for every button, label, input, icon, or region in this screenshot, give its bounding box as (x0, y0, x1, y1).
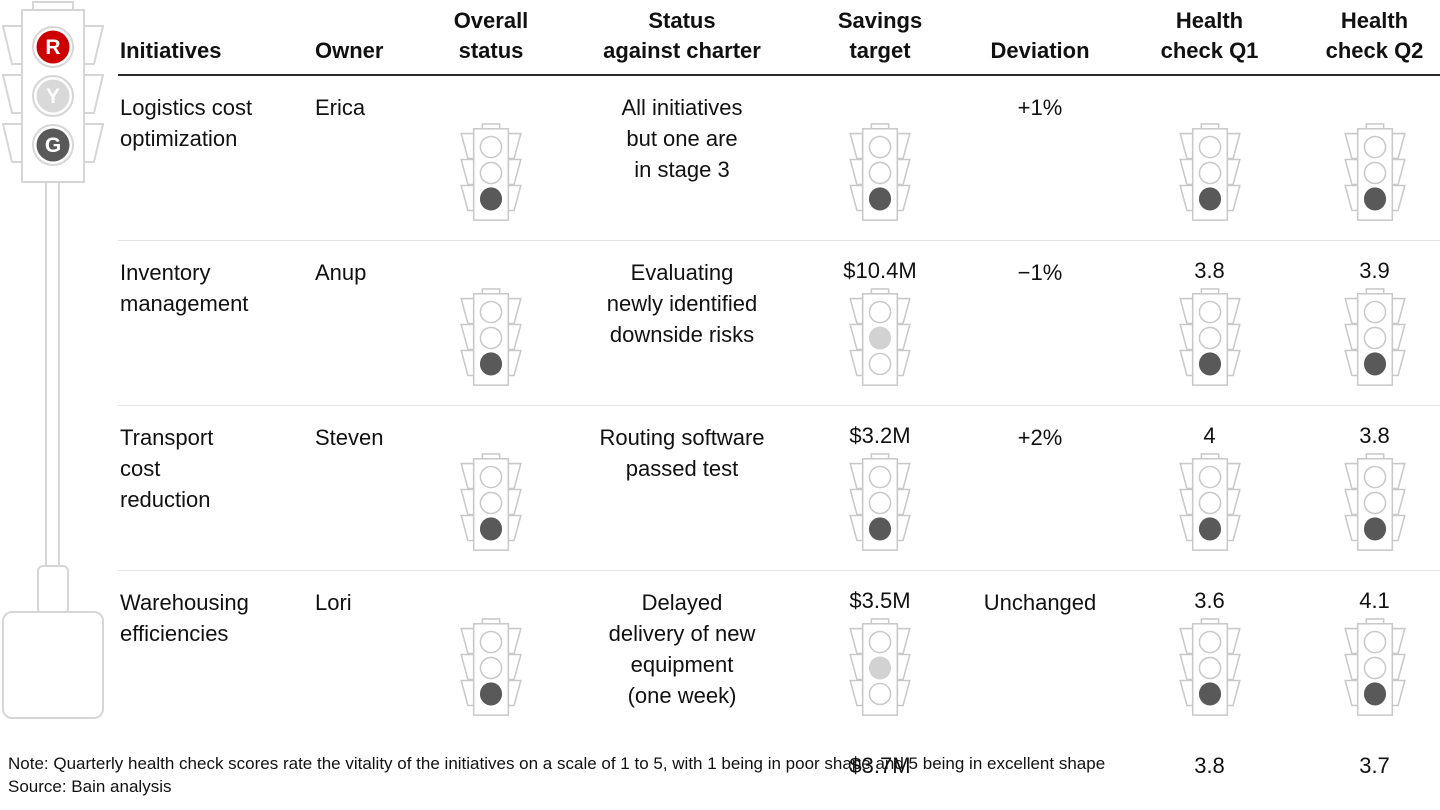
legend-letter-y: Y (46, 85, 60, 108)
table-body: Logistics cost optimization Erica All in… (118, 76, 1440, 777)
status-against-charter-text: All initiatives but one are in stage 3 (621, 95, 743, 182)
traffic-light-icon (1309, 618, 1440, 718)
health-q2-score: 3.8 (1359, 423, 1390, 448)
savings-target-value: $3.2M (849, 423, 911, 448)
savings-target-cell: $10.4M (806, 76, 954, 313)
initiatives-status-table: Initiatives Owner Overall status Status … (118, 0, 1440, 777)
deviation-value: +2% (1017, 425, 1063, 450)
initiative-label: Logistics cost optimization (120, 95, 253, 151)
table-header-row: Initiatives Owner Overall status Status … (118, 0, 1440, 76)
status-against-charter-text: Routing software passed test (599, 425, 765, 481)
savings-target-value: $3.7M (849, 753, 911, 778)
overall-status-cell (424, 241, 558, 478)
column-header-initiatives: Initiatives (120, 38, 222, 63)
savings-target-cell: $3.7M (806, 571, 954, 808)
health-check-q2-cell: 3.8 (1293, 241, 1440, 478)
status-against-charter-text: Delayed delivery of new equipment (one w… (608, 590, 756, 708)
health-check-q1-cell: 3.8 (1126, 76, 1293, 313)
initiative-label: Inventory management (120, 260, 249, 316)
owner-label: Steven (315, 425, 384, 450)
savings-target-cell: $3.5M (806, 406, 954, 643)
owner-label: Lori (315, 590, 352, 615)
traffic-light-icon (1126, 618, 1293, 718)
health-q2-score: 4.1 (1359, 588, 1390, 613)
health-q1-score: 4 (1203, 423, 1216, 448)
traffic-light-icon (1126, 288, 1293, 388)
traffic-light-icon (424, 453, 558, 553)
owner-label: Erica (315, 95, 366, 120)
legend-green-lamp (36, 128, 70, 162)
health-q2-score: 3.9 (1359, 258, 1390, 283)
overall-status-cell (424, 406, 558, 643)
column-header-health-check-q1: Health check Q1 (1160, 8, 1259, 63)
traffic-light-icon (424, 618, 558, 718)
health-q1-score: 3.8 (1194, 258, 1225, 283)
health-q1-score: 3.8 (1194, 753, 1225, 778)
health-check-q1-cell: 4 (1126, 241, 1293, 478)
health-q1-score: 3.6 (1194, 588, 1225, 613)
table-row: Inventory management Anup Evaluating new… (118, 241, 1440, 447)
health-q2-score: 3.7 (1359, 753, 1390, 778)
overall-status-cell (424, 76, 558, 313)
traffic-light-icon (806, 618, 954, 718)
traffic-light-icon (1309, 453, 1440, 553)
column-header-status-against-charter: Status against charter (603, 8, 761, 63)
initiative-label: Warehousing efficiencies (120, 590, 249, 646)
health-check-q1-cell: 3.6 (1126, 406, 1293, 643)
table-row: Logistics cost optimization Erica All in… (118, 76, 1440, 282)
traffic-light-legend-icon: R Y G (1, 1, 105, 719)
column-header-owner: Owner (315, 38, 384, 63)
deviation-value: −1% (1017, 260, 1063, 285)
initiative-label: Transport cost reduction (120, 425, 214, 512)
note-text: Note: Quarterly health check scores rate… (8, 754, 1106, 773)
traffic-light-icon (806, 288, 954, 388)
overall-status-cell (424, 571, 558, 808)
savings-target-cell: $3.2M (806, 241, 954, 478)
legend-yellow-lamp (36, 79, 70, 113)
column-header-health-check-q2: Health check Q2 (1325, 8, 1424, 63)
traffic-light-icon (1126, 453, 1293, 553)
table-row: Transport cost reduction Steven Routing … (118, 406, 1440, 612)
traffic-light-icon (806, 123, 954, 223)
traffic-light-icon (1309, 123, 1440, 223)
legend-letter-r: R (45, 36, 60, 59)
deviation-value: Unchanged (983, 590, 1097, 615)
traffic-light-icon (1309, 288, 1440, 388)
traffic-light-icon (1126, 123, 1293, 223)
source-text: Source: Bain analysis (8, 777, 172, 796)
health-check-q2-cell: 3.9 (1293, 76, 1440, 313)
legend-letter-g: G (45, 134, 61, 157)
legend-base (2, 611, 104, 719)
footnote: Note: Quarterly health check scores rate… (8, 752, 1105, 798)
column-header-overall-status: Overall status (453, 8, 529, 63)
health-check-q2-cell: 4.1 (1293, 406, 1440, 643)
savings-target-value: $10.4M (843, 258, 917, 283)
savings-target-value: $3.5M (849, 588, 911, 613)
traffic-light-icon (806, 453, 954, 553)
table-row: Warehousing efficiencies Lori Delayed de… (118, 571, 1440, 777)
owner-label: Anup (315, 260, 367, 285)
health-check-q1-cell: 3.8 (1126, 571, 1293, 808)
health-check-q2-cell: 3.7 (1293, 571, 1440, 808)
legend-red-lamp (36, 30, 70, 64)
column-header-deviation: Deviation (990, 38, 1090, 63)
status-against-charter-text: Evaluating newly identified downside ris… (606, 260, 758, 347)
traffic-light-icon (424, 123, 558, 223)
deviation-value: +1% (1017, 95, 1063, 120)
column-header-savings-target: Savings target (837, 8, 923, 63)
traffic-light-icon (424, 288, 558, 388)
